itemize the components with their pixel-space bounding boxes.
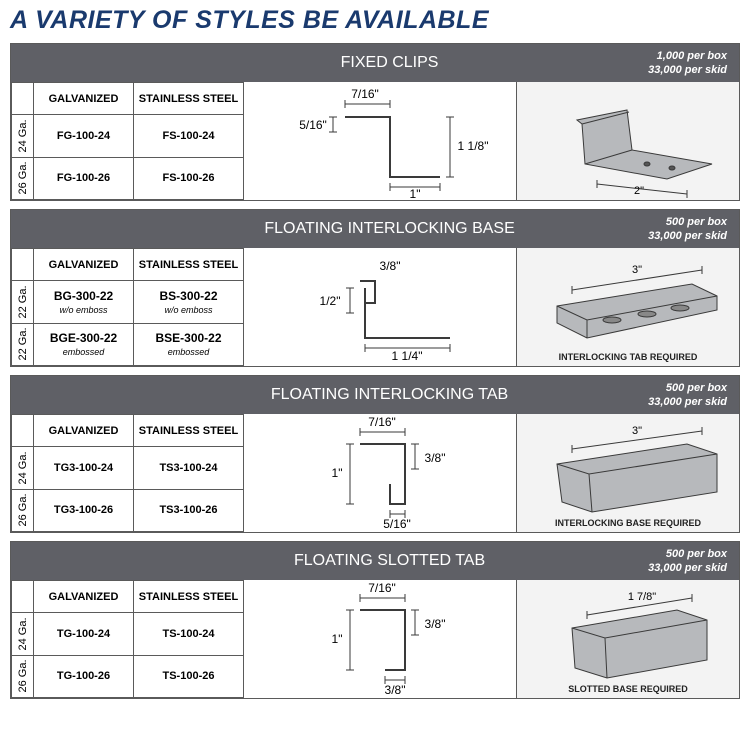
col-galvanized: GALVANIZED <box>34 415 134 447</box>
svg-text:5/16": 5/16" <box>383 517 411 531</box>
table-row: 26 Ga. FG-100-26 FS-100-26 <box>12 157 244 200</box>
render-caption: INTERLOCKING TAB REQUIRED <box>517 352 739 362</box>
table-row: 26 Ga. TG3-100-26 TS3-100-26 <box>12 489 244 532</box>
svg-text:7/16": 7/16" <box>368 415 396 429</box>
part-number: BS-300-22w/o emboss <box>134 281 244 324</box>
section-title: FLOATING INTERLOCKING TAB <box>11 386 648 404</box>
section-qty: 1,000 per box 33,000 per skid <box>648 49 739 78</box>
dimension-diagram: 3/8" 1/2" 1 1/4" <box>244 248 517 366</box>
svg-text:1/2": 1/2" <box>320 294 341 308</box>
col-stainless: STAINLESS STEEL <box>134 415 244 447</box>
part-number: TS3-100-26 <box>134 489 244 532</box>
gauge-label: 26 Ga. <box>12 655 34 698</box>
product-render: 3" INTERLOCKING BASE REQUIRED <box>517 414 739 532</box>
part-number: BGE-300-22embossed <box>34 323 134 366</box>
part-number: TS-100-24 <box>134 613 244 656</box>
svg-text:1 1/8": 1 1/8" <box>458 139 489 153</box>
svg-text:3/8": 3/8" <box>380 259 401 273</box>
table-row: 22 Ga. BGE-300-22embossed BSE-300-22embo… <box>12 323 244 366</box>
col-galvanized: GALVANIZED <box>34 581 134 613</box>
section-floating-base: FLOATING INTERLOCKING BASE 500 per box 3… <box>10 209 740 367</box>
svg-text:1 7/8": 1 7/8" <box>628 591 656 603</box>
render-caption: SLOTTED BASE REQUIRED <box>517 684 739 694</box>
dimension-diagram: 7/16" 1" 3/8" 5/16" <box>244 414 517 532</box>
gauge-label: 26 Ga. <box>12 489 34 532</box>
svg-text:1 1/4": 1 1/4" <box>392 349 423 363</box>
gauge-label: 24 Ga. <box>12 613 34 656</box>
page-title: A VARIETY OF STYLES BE AVAILABLE <box>10 6 740 35</box>
section-qty: 500 per box 33,000 per skid <box>648 381 739 410</box>
section-title: FLOATING INTERLOCKING BASE <box>11 220 648 238</box>
svg-text:3/8": 3/8" <box>425 617 446 631</box>
table-row: 24 Ga. FG-100-24 FS-100-24 <box>12 115 244 158</box>
gauge-label: 22 Ga. <box>12 323 34 366</box>
render-caption: INTERLOCKING BASE REQUIRED <box>517 518 739 528</box>
part-number: TG3-100-26 <box>34 489 134 532</box>
product-render: 2" <box>517 82 739 200</box>
part-number: BG-300-22w/o emboss <box>34 281 134 324</box>
part-number: FG-100-24 <box>34 115 134 158</box>
section-floating-tab: FLOATING INTERLOCKING TAB 500 per box 33… <box>10 375 740 533</box>
col-galvanized: GALVANIZED <box>34 249 134 281</box>
table-row: 24 Ga. TG3-100-24 TS3-100-24 <box>12 447 244 490</box>
product-render: 3" INTERLOCKING TAB REQUIRED <box>517 248 739 366</box>
section-header: FLOATING INTERLOCKING BASE 500 per box 3… <box>11 210 739 248</box>
part-number: TG-100-24 <box>34 613 134 656</box>
svg-text:5/16": 5/16" <box>299 118 327 132</box>
svg-text:3/8": 3/8" <box>425 451 446 465</box>
gauge-label: 26 Ga. <box>12 157 34 200</box>
svg-text:7/16": 7/16" <box>351 87 379 101</box>
svg-text:1": 1" <box>332 632 343 646</box>
section-header: FLOATING SLOTTED TAB 500 per box 33,000 … <box>11 542 739 580</box>
svg-text:1": 1" <box>332 466 343 480</box>
svg-text:2": 2" <box>634 185 644 197</box>
gauge-label: 24 Ga. <box>12 447 34 490</box>
part-number: TS3-100-24 <box>134 447 244 490</box>
table-row: 24 Ga. TG-100-24 TS-100-24 <box>12 613 244 656</box>
section-qty: 500 per box 33,000 per skid <box>648 215 739 244</box>
section-title: FLOATING SLOTTED TAB <box>11 552 648 570</box>
section-qty: 500 per box 33,000 per skid <box>648 547 739 576</box>
parts-table: GALVANIZED STAINLESS STEEL 24 Ga. TG3-10… <box>11 414 244 532</box>
part-number: TG3-100-24 <box>34 447 134 490</box>
svg-text:3/8": 3/8" <box>385 683 406 697</box>
section-header: FLOATING INTERLOCKING TAB 500 per box 33… <box>11 376 739 414</box>
svg-text:3": 3" <box>632 425 642 437</box>
col-galvanized: GALVANIZED <box>34 83 134 115</box>
col-stainless: STAINLESS STEEL <box>134 581 244 613</box>
parts-table: GALVANIZED STAINLESS STEEL 24 Ga. TG-100… <box>11 580 244 698</box>
svg-text:7/16": 7/16" <box>368 581 396 595</box>
part-number: BSE-300-22embossed <box>134 323 244 366</box>
section-fixed-clips: FIXED CLIPS 1,000 per box 33,000 per ski… <box>10 43 740 201</box>
parts-table: GALVANIZED STAINLESS STEEL 24 Ga. FG-100… <box>11 82 244 200</box>
part-number: FG-100-26 <box>34 157 134 200</box>
svg-text:1": 1" <box>410 187 421 200</box>
part-number: FS-100-24 <box>134 115 244 158</box>
table-row: 26 Ga. TG-100-26 TS-100-26 <box>12 655 244 698</box>
table-row: 22 Ga. BG-300-22w/o emboss BS-300-22w/o … <box>12 281 244 324</box>
dimension-diagram: 7/16" 5/16" 1 1/8" 1" <box>244 82 517 200</box>
gauge-label: 24 Ga. <box>12 115 34 158</box>
section-title: FIXED CLIPS <box>11 54 648 72</box>
part-number: FS-100-26 <box>134 157 244 200</box>
part-number: TG-100-26 <box>34 655 134 698</box>
svg-text:3": 3" <box>632 264 642 276</box>
col-stainless: STAINLESS STEEL <box>134 249 244 281</box>
gauge-label: 22 Ga. <box>12 281 34 324</box>
section-header: FIXED CLIPS 1,000 per box 33,000 per ski… <box>11 44 739 82</box>
dimension-diagram: 7/16" 1" 3/8" 3/8" <box>244 580 517 698</box>
parts-table: GALVANIZED STAINLESS STEEL 22 Ga. BG-300… <box>11 248 244 366</box>
product-render: 1 7/8" SLOTTED BASE REQUIRED <box>517 580 739 698</box>
part-number: TS-100-26 <box>134 655 244 698</box>
col-stainless: STAINLESS STEEL <box>134 83 244 115</box>
section-slotted-tab: FLOATING SLOTTED TAB 500 per box 33,000 … <box>10 541 740 699</box>
